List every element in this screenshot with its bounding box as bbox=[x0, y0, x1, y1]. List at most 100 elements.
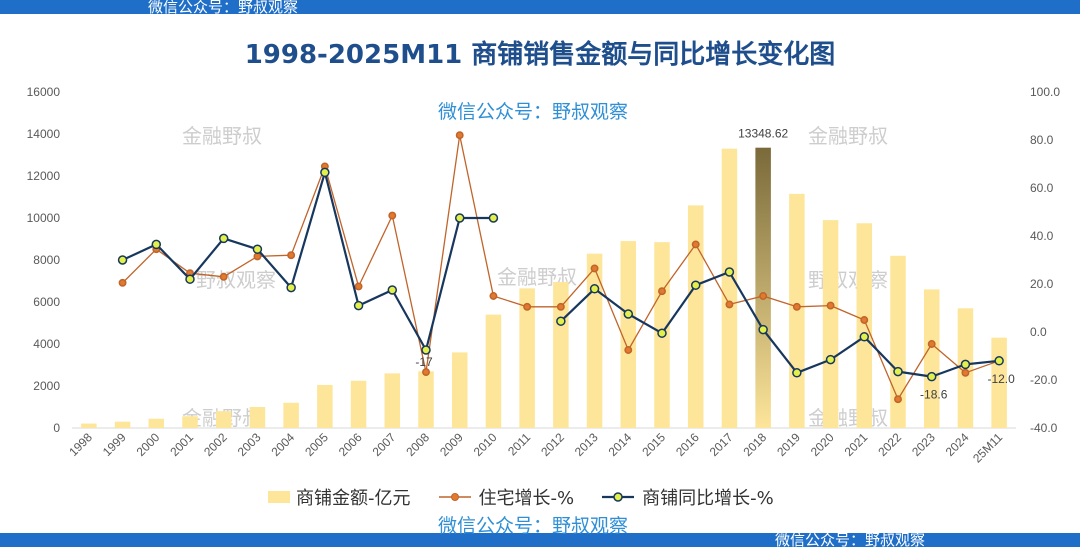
shop-growth-point-2005 bbox=[320, 167, 330, 178]
top-banner-text: 微信公众号：野叔观察 bbox=[148, 0, 299, 16]
legend-line-swatch bbox=[438, 493, 471, 501]
x-axis-tick-label: 1998 bbox=[66, 430, 95, 459]
x-axis-tick-label: 2014 bbox=[606, 430, 635, 459]
x-axis-tick-label: 2001 bbox=[167, 430, 196, 459]
right-axis-tick-label: 100.0 bbox=[1030, 85, 1060, 99]
x-axis-tick-label: 2008 bbox=[403, 430, 432, 459]
right-axis-tick-label: 60.0 bbox=[1030, 181, 1054, 195]
left-axis-tick-label: 8000 bbox=[33, 253, 60, 267]
top-banner bbox=[0, 0, 1080, 14]
legend-label: 商铺金额-亿元 bbox=[296, 488, 411, 509]
bar-2008 bbox=[418, 371, 434, 428]
residential-growth-point-2022 bbox=[894, 395, 902, 404]
legend-item-shop-amount: 商铺金额-亿元 bbox=[268, 484, 411, 510]
x-axis-tick-label: 2000 bbox=[134, 430, 163, 459]
x-axis-tick-label: 2007 bbox=[370, 430, 399, 459]
shop-growth-point-2024 bbox=[960, 359, 971, 370]
shop-growth-series bbox=[117, 167, 1004, 382]
bar-2001 bbox=[182, 416, 198, 428]
watermark-wechat-top: 微信公众号：野叔观察 bbox=[438, 101, 629, 123]
bar-2016 bbox=[687, 205, 704, 428]
residential-growth-point-2020 bbox=[826, 301, 835, 310]
residential-growth-point-2012 bbox=[556, 302, 565, 311]
bar-2023 bbox=[923, 289, 940, 428]
watermark-brand-partial: 野叔观察 bbox=[808, 268, 888, 292]
bar-2013 bbox=[586, 253, 603, 428]
shop-growth-point-2010 bbox=[488, 213, 499, 223]
shop-growth-point-2003 bbox=[252, 244, 263, 254]
x-axis-tick-label: 2004 bbox=[268, 430, 297, 459]
x-axis-tick-label: 2003 bbox=[235, 430, 264, 459]
left-axis-tick-label: 10000 bbox=[27, 211, 61, 225]
x-axis-tick-label: 2021 bbox=[842, 430, 871, 459]
left-axis-tick-label: 0 bbox=[53, 421, 60, 435]
chart-title: 1998-2025M11 商铺销售金额与同比增长变化图 bbox=[244, 40, 836, 70]
bar-2004 bbox=[283, 402, 299, 428]
bar-2019 bbox=[789, 193, 805, 428]
bottom-banner bbox=[0, 533, 1080, 547]
residential-growth-point-2004 bbox=[287, 251, 296, 260]
x-axis-tick-label: 2020 bbox=[808, 430, 837, 459]
shop-growth-point-25M11 bbox=[994, 356, 1004, 366]
residential-growth-point-2018 bbox=[759, 292, 768, 300]
bar-2018 bbox=[755, 147, 771, 428]
data-labels: 13348.62 -17 -18.6 -12.0 bbox=[415, 127, 1015, 402]
watermark-brand: 金融野叔 bbox=[182, 124, 262, 148]
residential-growth-point-2021 bbox=[860, 316, 869, 324]
data-label: -12.0 bbox=[987, 372, 1015, 386]
shop-growth-point-2001 bbox=[185, 274, 195, 284]
bar-2003 bbox=[249, 407, 266, 428]
residential-growth-point-2014 bbox=[624, 346, 633, 354]
data-label: -17 bbox=[415, 355, 433, 369]
residential-growth-point-2006 bbox=[354, 282, 363, 291]
bar-2006 bbox=[350, 380, 367, 428]
shop-growth-point-2017 bbox=[724, 267, 735, 277]
residential-growth-point-2024 bbox=[961, 368, 970, 377]
residential-growth-point-2007 bbox=[388, 211, 397, 220]
shop-growth-point-2015 bbox=[657, 328, 667, 338]
residential-growth-point-2019 bbox=[792, 302, 801, 311]
legend-line-swatch bbox=[602, 492, 635, 502]
x-axis-tick-label: 2012 bbox=[538, 430, 567, 459]
shop-growth-point-2021 bbox=[859, 332, 870, 342]
bar-2002 bbox=[215, 411, 232, 428]
residential-growth-point-2002 bbox=[219, 272, 228, 281]
right-axis-tick-label: 80.0 bbox=[1030, 133, 1054, 147]
legend-label: 商铺同比增长-% bbox=[642, 488, 774, 509]
residential-growth-point-2016 bbox=[691, 240, 700, 249]
x-axis-tick-label: 2006 bbox=[336, 430, 365, 459]
bar-2020 bbox=[822, 220, 839, 428]
x-axis-tick-label: 2005 bbox=[302, 430, 331, 459]
bar-2022 bbox=[890, 255, 906, 428]
left-axis-tick-label: 14000 bbox=[27, 127, 61, 141]
watermark-brand-partial: 野叔观察 bbox=[196, 268, 276, 292]
shop-growth-point-2016 bbox=[690, 280, 701, 290]
x-axis-tick-label: 2009 bbox=[437, 430, 466, 459]
shop-growth-point-2002 bbox=[218, 233, 229, 244]
shop-growth-point-2013 bbox=[589, 284, 600, 294]
residential-growth-point-2013 bbox=[590, 264, 599, 273]
x-axis-tick-label: 25M11 bbox=[970, 430, 1005, 465]
shop-growth-point-2020 bbox=[825, 354, 836, 365]
x-axis-tick-label: 2022 bbox=[875, 430, 904, 459]
right-axis: -40.0 -20.0 0.0 20.0 40.0 60.0 80.0 100.0 bbox=[1030, 85, 1060, 435]
x-axis-tick-label: 2016 bbox=[673, 430, 702, 459]
shop-growth-point-2014 bbox=[623, 309, 634, 319]
watermark-brand: 金融野叔 bbox=[808, 406, 888, 430]
bar-2014 bbox=[620, 241, 637, 428]
right-axis-tick-label: 0.0 bbox=[1030, 325, 1047, 339]
bar-2007 bbox=[384, 373, 401, 428]
shop-growth-point-2000 bbox=[151, 239, 162, 250]
bar-1998 bbox=[81, 423, 97, 428]
bar-2010 bbox=[485, 314, 502, 428]
bar-2009 bbox=[451, 352, 468, 428]
left-axis-tick-label: 6000 bbox=[33, 295, 60, 309]
left-axis-tick-label: 12000 bbox=[27, 169, 61, 183]
shop-growth-point-2006 bbox=[353, 300, 364, 311]
left-axis-tick-label: 2000 bbox=[33, 379, 60, 393]
bar-1999 bbox=[114, 421, 131, 428]
bar-2000 bbox=[148, 418, 165, 428]
shop-growth-point-2004 bbox=[286, 282, 296, 293]
x-axis-tick-label: 2018 bbox=[740, 430, 769, 459]
shop-growth-point-2019 bbox=[792, 368, 802, 378]
